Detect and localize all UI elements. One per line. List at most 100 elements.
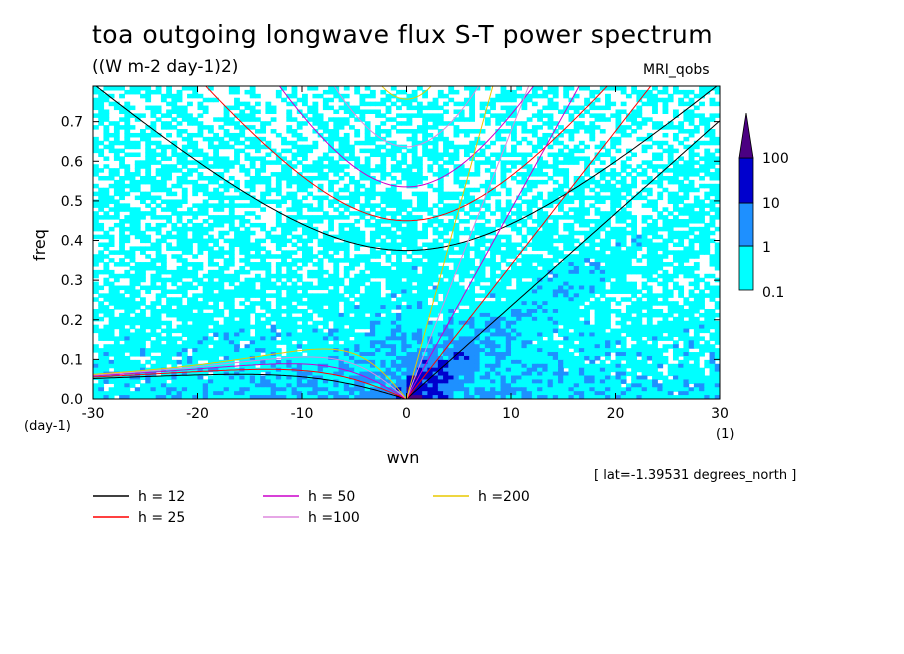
spectrum-cell [594, 191, 601, 197]
spectrum-cell [239, 101, 246, 107]
spectrum-cell [275, 254, 282, 259]
spectrum-cell [516, 215, 523, 220]
spectrum-cell [108, 215, 115, 220]
spectrum-cell [448, 320, 455, 326]
spectrum-cell [218, 277, 225, 283]
spectrum-cell [103, 93, 110, 99]
spectrum-cell [124, 175, 131, 181]
spectrum-cell [286, 148, 293, 154]
spectrum-cell [646, 305, 653, 310]
spectrum-cell [537, 238, 543, 244]
spectrum-cell [155, 269, 162, 275]
spectrum-cell [291, 156, 298, 161]
spectrum-cell [500, 160, 507, 165]
spectrum-cell [511, 152, 517, 158]
spectrum-cell [437, 89, 444, 95]
spectrum-cell [244, 324, 251, 330]
spectrum-cell [286, 273, 293, 279]
spectrum-cell [474, 254, 481, 259]
spectrum-cell [166, 309, 172, 314]
spectrum-cell [286, 340, 293, 345]
spectrum-cell [275, 203, 282, 208]
spectrum-cell [463, 179, 470, 185]
spectrum-cell [364, 332, 371, 337]
spectrum-cell [343, 297, 350, 302]
spectrum-cell [134, 336, 141, 341]
spectrum-cell [275, 285, 282, 291]
spectrum-cell [672, 273, 679, 279]
spectrum-cell [244, 89, 251, 95]
spectrum-cell [432, 258, 439, 263]
spectrum-cell [181, 179, 188, 185]
spectrum-cell [552, 312, 559, 318]
spectrum-cell [197, 93, 204, 99]
spectrum-cell [500, 258, 507, 263]
spectrum-cell [254, 336, 261, 341]
spectrum-cell [652, 156, 658, 161]
spectrum-cell [516, 195, 523, 201]
spectrum-cell [124, 312, 131, 318]
spectrum-cell [453, 238, 460, 244]
spectrum-cell [140, 160, 146, 165]
spectrum-cell [542, 277, 549, 283]
spectrum-cell [453, 164, 460, 169]
spectrum-cell [349, 222, 355, 228]
spectrum-cell [317, 281, 324, 287]
spectrum-cell [160, 121, 167, 126]
spectrum-cell [390, 191, 397, 197]
spectrum-cell [228, 309, 235, 314]
spectrum-cell [505, 328, 512, 334]
spectrum-cell [338, 336, 345, 341]
spectrum-cell [166, 320, 172, 326]
spectrum-cell [463, 293, 470, 298]
spectrum-cell [218, 246, 225, 251]
spectrum-cell [531, 254, 538, 259]
spectrum-cell [646, 297, 653, 302]
spectrum-cell [338, 187, 345, 193]
spectrum-cell [317, 332, 324, 337]
spectrum-cell [678, 234, 685, 240]
spectrum-cell [511, 105, 517, 111]
spectrum-cell [699, 312, 705, 318]
spectrum-cell [474, 316, 481, 322]
spectrum-cell [552, 160, 559, 165]
spectrum-cell [474, 336, 481, 341]
spectrum-cell [688, 254, 695, 259]
spectrum-cell [667, 262, 674, 267]
spectrum-cell [270, 199, 277, 204]
spectrum-cell [317, 168, 324, 173]
spectrum-cell [547, 269, 554, 275]
spectrum-cell [380, 250, 387, 255]
spectrum-cell [359, 230, 366, 236]
spectrum-cell [636, 195, 643, 201]
spectrum-cell [422, 144, 428, 150]
spectrum-cell [437, 328, 444, 334]
spectrum-cell [349, 105, 355, 111]
spectrum-cell [646, 312, 653, 318]
spectrum-cell [432, 336, 439, 341]
spectrum-cell [98, 215, 105, 220]
spectrum-cell [578, 175, 585, 181]
spectrum-cell [610, 203, 617, 208]
spectrum-cell [437, 156, 444, 161]
spectrum-cell [317, 305, 324, 310]
spectrum-cell [113, 305, 120, 310]
spectrum-cell [547, 289, 554, 294]
spectrum-cell [286, 175, 293, 181]
spectrum-cell [704, 132, 711, 138]
spectrum-cell [93, 312, 99, 318]
spectrum-cell [140, 285, 146, 291]
spectrum-cell [171, 254, 178, 259]
spectrum-cell [490, 97, 496, 103]
spectrum-cell [239, 242, 246, 248]
spectrum-cell [213, 187, 219, 193]
spectrum-cell [150, 156, 157, 161]
spectrum-cell [113, 301, 120, 306]
spectrum-cell [563, 332, 570, 337]
spectrum-cell [709, 113, 716, 118]
spectrum-cell [234, 183, 240, 189]
spectrum-cell [385, 105, 392, 111]
spectrum-cell [448, 309, 455, 314]
spectrum-cell [427, 140, 434, 146]
spectrum-cell [375, 297, 381, 302]
